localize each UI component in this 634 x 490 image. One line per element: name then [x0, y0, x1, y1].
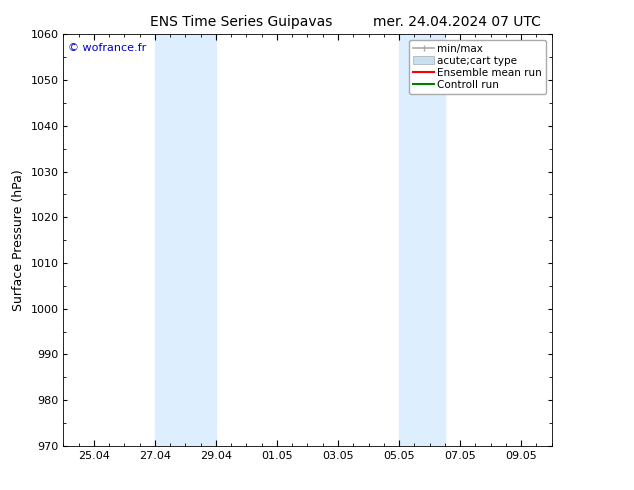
Text: mer. 24.04.2024 07 UTC: mer. 24.04.2024 07 UTC	[373, 15, 540, 29]
Y-axis label: Surface Pressure (hPa): Surface Pressure (hPa)	[12, 169, 25, 311]
Text: ENS Time Series Guipavas: ENS Time Series Guipavas	[150, 15, 332, 29]
Bar	[399, 34, 445, 446]
Bar	[155, 34, 216, 446]
Text: © wofrance.fr: © wofrance.fr	[68, 43, 146, 52]
Legend: min/max, acute;cart type, Ensemble mean run, Controll run: min/max, acute;cart type, Ensemble mean …	[410, 40, 547, 94]
